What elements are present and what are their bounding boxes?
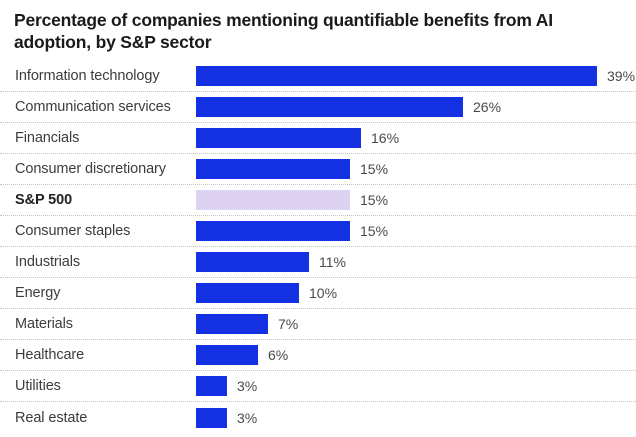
sector-bar bbox=[196, 407, 227, 428]
value-label: 10% bbox=[309, 285, 338, 301]
sector-label: Industrials bbox=[15, 254, 80, 270]
sector-bar bbox=[196, 283, 299, 303]
bar-track: 3% bbox=[196, 402, 636, 433]
chart-row: Healthcare 6% bbox=[0, 340, 636, 371]
chart-row: S&P 500 15% bbox=[0, 185, 636, 216]
sector-label: Consumer staples bbox=[15, 223, 131, 239]
value-label: 3% bbox=[237, 409, 258, 426]
sector-label: Communication services bbox=[15, 99, 171, 115]
value-label: 15% bbox=[360, 223, 389, 239]
bar-track: 39% bbox=[196, 61, 636, 91]
sector-label: Energy bbox=[15, 285, 61, 301]
bar-track: 16% bbox=[196, 123, 636, 153]
bar-track: 26% bbox=[196, 92, 636, 122]
chart-title: Percentage of companies mentioning quant… bbox=[14, 10, 553, 52]
sector-label: Utilities bbox=[15, 378, 61, 394]
sector-label: Financials bbox=[15, 130, 80, 146]
value-label: 3% bbox=[237, 378, 258, 394]
sector-bar bbox=[196, 97, 463, 117]
bar-chart: Information technology 39% Communication s… bbox=[0, 61, 636, 433]
value-label: 39% bbox=[607, 68, 636, 84]
sector-label: Materials bbox=[15, 316, 73, 332]
benchmark-bar bbox=[196, 190, 350, 210]
sector-label: Information technology bbox=[15, 68, 160, 84]
value-label: 15% bbox=[360, 161, 389, 177]
value-label: 15% bbox=[360, 192, 389, 208]
bar-track: 7% bbox=[196, 309, 636, 339]
bar-track: 15% bbox=[196, 154, 636, 184]
bar-track: 11% bbox=[196, 247, 636, 277]
chart-row: Information technology 39% bbox=[0, 61, 636, 92]
chart-row: Financials 16% bbox=[0, 123, 636, 154]
sector-bar bbox=[196, 159, 350, 179]
sector-bar bbox=[196, 221, 350, 241]
bar-track: 15% bbox=[196, 185, 636, 215]
sector-label: Real estate bbox=[15, 409, 88, 426]
chart-row: Consumer discretionary 15% bbox=[0, 154, 636, 185]
chart-row: Real estate 3% bbox=[0, 402, 636, 433]
sector-bar bbox=[196, 128, 361, 148]
value-label: 16% bbox=[371, 130, 400, 146]
value-label: 6% bbox=[268, 347, 289, 363]
sector-label: Healthcare bbox=[15, 347, 85, 363]
chart-row: Consumer staples 15% bbox=[0, 216, 636, 247]
chart-row: Utilities 3% bbox=[0, 371, 636, 402]
bar-track: 10% bbox=[196, 278, 636, 308]
value-label: 7% bbox=[278, 316, 299, 332]
sector-label: Consumer discretionary bbox=[15, 161, 166, 177]
bar-track: 6% bbox=[196, 340, 636, 370]
sector-bar bbox=[196, 314, 268, 334]
sector-bar bbox=[196, 66, 597, 86]
sector-bar bbox=[196, 252, 309, 272]
value-label: 11% bbox=[319, 254, 346, 270]
sector-label: S&P 500 bbox=[15, 192, 73, 208]
sector-bar bbox=[196, 376, 227, 396]
bar-track: 3% bbox=[196, 371, 636, 401]
bar-track: 15% bbox=[196, 216, 636, 246]
value-label: 26% bbox=[473, 99, 502, 115]
chart-row: Materials 7% bbox=[0, 309, 636, 340]
chart-row: Industrials 11% bbox=[0, 247, 636, 278]
sector-bar bbox=[196, 345, 258, 365]
chart-row: Energy 10% bbox=[0, 278, 636, 309]
chart-row: Communication services 26% bbox=[0, 92, 636, 123]
